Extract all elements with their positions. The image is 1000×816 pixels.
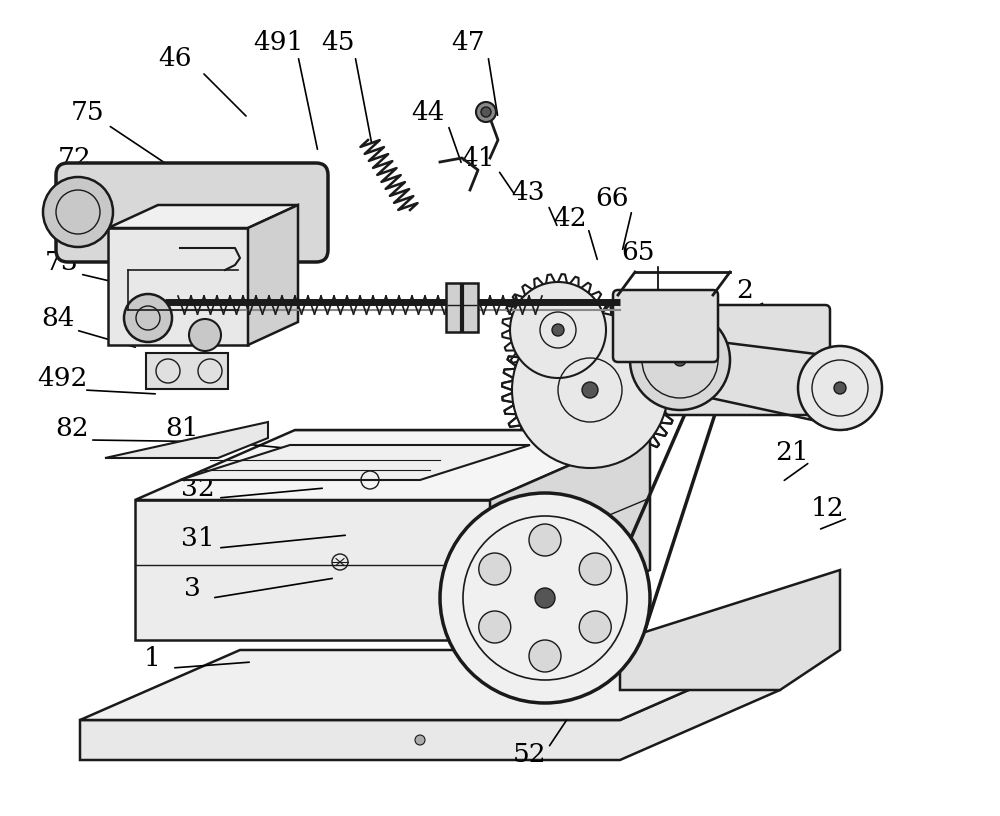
Polygon shape	[620, 570, 840, 690]
Polygon shape	[180, 445, 530, 480]
Circle shape	[479, 611, 511, 643]
Circle shape	[510, 282, 606, 378]
Text: 491: 491	[253, 29, 303, 55]
Polygon shape	[248, 205, 298, 345]
Text: 46: 46	[158, 46, 192, 70]
Text: 45: 45	[321, 29, 355, 55]
Circle shape	[189, 319, 221, 351]
Text: 3: 3	[184, 575, 200, 601]
Text: 75: 75	[71, 100, 105, 125]
Text: 82: 82	[55, 415, 89, 441]
Text: 81: 81	[165, 415, 199, 441]
Circle shape	[481, 107, 491, 117]
Text: 51: 51	[831, 385, 865, 410]
Circle shape	[529, 640, 561, 672]
Text: 53: 53	[791, 345, 825, 370]
Polygon shape	[135, 430, 650, 500]
Text: 492: 492	[37, 366, 87, 391]
FancyBboxPatch shape	[56, 163, 328, 262]
Circle shape	[579, 553, 611, 585]
Circle shape	[479, 553, 511, 585]
Polygon shape	[490, 430, 650, 640]
Text: 65: 65	[621, 240, 655, 264]
Circle shape	[512, 312, 668, 468]
Text: 43: 43	[511, 180, 545, 205]
Circle shape	[43, 177, 113, 247]
Polygon shape	[80, 650, 780, 720]
Circle shape	[124, 294, 172, 342]
Circle shape	[630, 310, 730, 410]
Polygon shape	[80, 650, 780, 760]
Circle shape	[552, 324, 564, 336]
Circle shape	[529, 524, 561, 556]
Circle shape	[798, 346, 882, 430]
Circle shape	[415, 735, 425, 745]
Text: 66: 66	[595, 185, 629, 211]
Text: 12: 12	[811, 495, 845, 521]
Text: 44: 44	[411, 100, 445, 125]
Circle shape	[440, 493, 650, 703]
Circle shape	[674, 354, 686, 366]
FancyBboxPatch shape	[146, 353, 228, 389]
Polygon shape	[108, 205, 298, 228]
FancyBboxPatch shape	[613, 290, 718, 362]
Circle shape	[582, 382, 598, 398]
Text: 83: 83	[48, 189, 82, 215]
Text: 72: 72	[58, 145, 92, 171]
Circle shape	[695, 663, 705, 673]
Text: 32: 32	[181, 476, 215, 500]
Text: 52: 52	[513, 743, 547, 768]
Circle shape	[579, 611, 611, 643]
Text: 41: 41	[461, 145, 495, 171]
Text: 73: 73	[45, 250, 79, 274]
Text: 47: 47	[451, 29, 485, 55]
Text: 1: 1	[144, 645, 160, 671]
Text: 31: 31	[181, 526, 215, 551]
Polygon shape	[135, 500, 490, 640]
Text: 21: 21	[775, 440, 809, 464]
Polygon shape	[108, 228, 248, 345]
Text: 84: 84	[41, 305, 75, 330]
FancyBboxPatch shape	[665, 305, 830, 415]
Text: 42: 42	[553, 206, 587, 230]
FancyBboxPatch shape	[446, 283, 478, 332]
Text: 2: 2	[737, 277, 753, 303]
Polygon shape	[105, 422, 268, 458]
Circle shape	[476, 102, 496, 122]
Circle shape	[535, 588, 555, 608]
Circle shape	[834, 382, 846, 394]
